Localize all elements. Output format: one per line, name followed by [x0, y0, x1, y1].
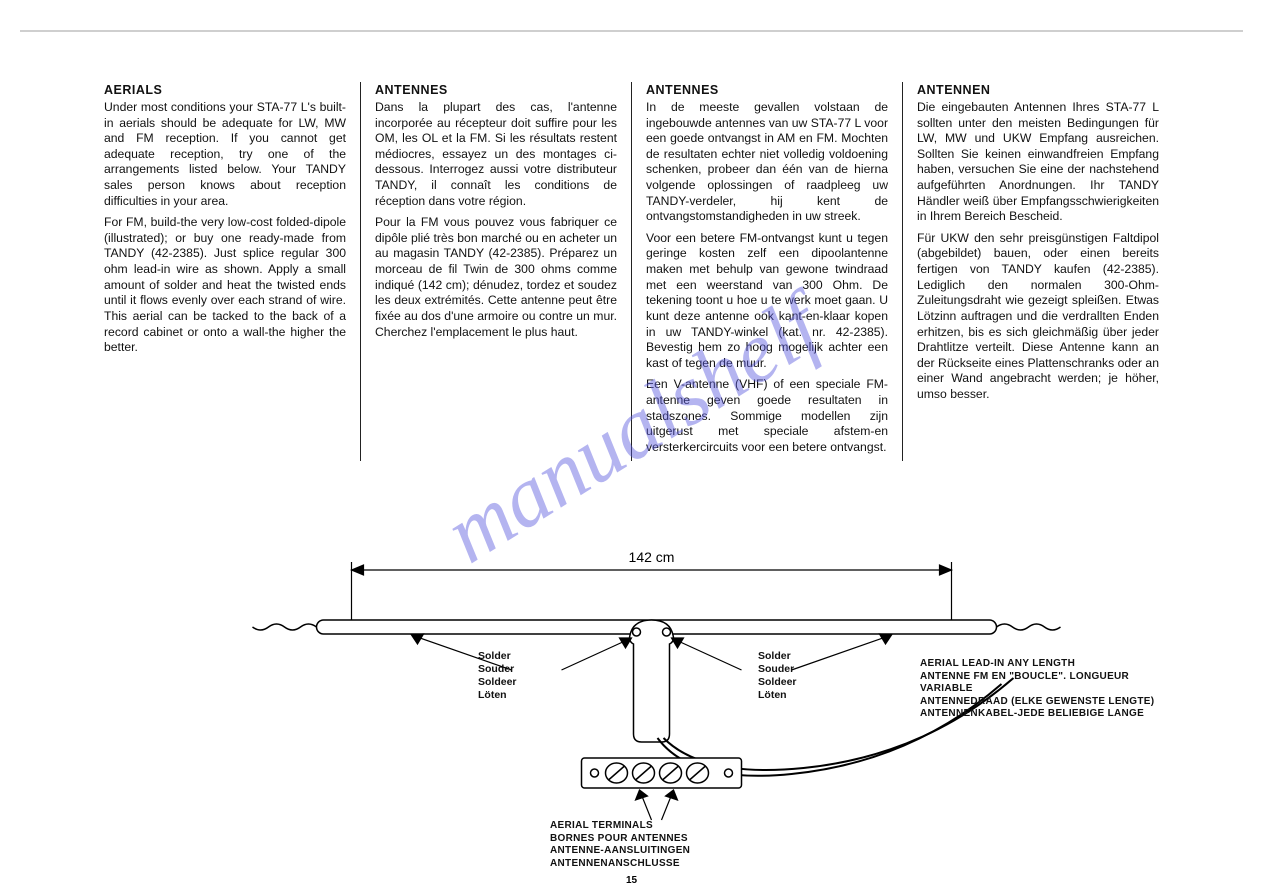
lbl: AERIAL LEAD-IN ANY LENGTH: [920, 658, 1170, 671]
top-divider: [20, 30, 1243, 32]
leadin-label: AERIAL LEAD-IN ANY LENGTH ANTENNE FM EN …: [920, 658, 1170, 721]
column-fr: ANTENNES Dans la plupart des cas, l'ante…: [360, 82, 631, 461]
dim-label: 142 cm: [629, 549, 675, 565]
lbl: AERIAL TERMINALS: [550, 820, 690, 833]
lbl: Souder: [478, 663, 517, 676]
col-title: AERIALS: [104, 82, 346, 98]
solder-label-left: Solder Souder Soldeer Löten: [478, 650, 517, 703]
lbl: Solder: [478, 650, 517, 663]
col-title: ANTENNEN: [917, 82, 1159, 98]
lbl: ANTENNE-AANSLUITINGEN: [550, 845, 690, 858]
aerial-diagram: 142 cm: [90, 520, 1173, 850]
lbl: ANTENNE FM EN "BOUCLE". LONGUEUR VARIABL…: [920, 671, 1170, 696]
lbl: Solder: [758, 650, 797, 663]
col-para: Dans la plupart des cas, l'antenne incor…: [375, 100, 617, 209]
col-title: ANTENNES: [646, 82, 888, 98]
solder-label-right: Solder Souder Soldeer Löten: [758, 650, 797, 703]
page-number: 15: [0, 875, 1263, 886]
col-para: Pour la FM vous pouvez vous fabriquer ce…: [375, 215, 617, 340]
lbl: Löten: [478, 689, 517, 702]
lbl: Löten: [758, 689, 797, 702]
lbl: ANTENNENANSCHLUSSE: [550, 858, 690, 871]
lbl: BORNES POUR ANTENNES: [550, 833, 690, 846]
col-para: Voor een betere FM-ontvangst kunt u tege…: [646, 231, 888, 371]
lbl: ANTENNENKABEL-JEDE BELIEBIGE LANGE: [920, 708, 1170, 721]
lbl: Souder: [758, 663, 797, 676]
col-para: Under most conditions your STA-77 L's bu…: [104, 100, 346, 209]
column-nl: ANTENNES In de meeste gevallen volstaan …: [631, 82, 902, 461]
lbl: Soldeer: [758, 676, 797, 689]
text-columns: AERIALS Under most conditions your STA-7…: [90, 82, 1173, 461]
terminal-label: AERIAL TERMINALS BORNES POUR ANTENNES AN…: [550, 820, 690, 870]
column-de: ANTENNEN Die eingebauten Antennen Ihres …: [902, 82, 1173, 461]
lbl: ANTENNEDRAAD (ELKE GEWENSTE LENGTE): [920, 696, 1170, 709]
col-para: For FM, build-the very low-cost folded-d…: [104, 215, 346, 355]
col-para: Die eingebauten Antennen Ihres STA-77 L …: [917, 100, 1159, 225]
manual-page: AERIALS Under most conditions your STA-7…: [0, 0, 1263, 894]
col-para: Een V-antenne (VHF) of een speciale FM-a…: [646, 377, 888, 455]
col-title: ANTENNES: [375, 82, 617, 98]
col-para: In de meeste gevallen volstaan de ingebo…: [646, 100, 888, 225]
col-para: Für UKW den sehr preisgünstigen Faltdipo…: [917, 231, 1159, 403]
lbl: Soldeer: [478, 676, 517, 689]
column-en: AERIALS Under most conditions your STA-7…: [90, 82, 360, 461]
